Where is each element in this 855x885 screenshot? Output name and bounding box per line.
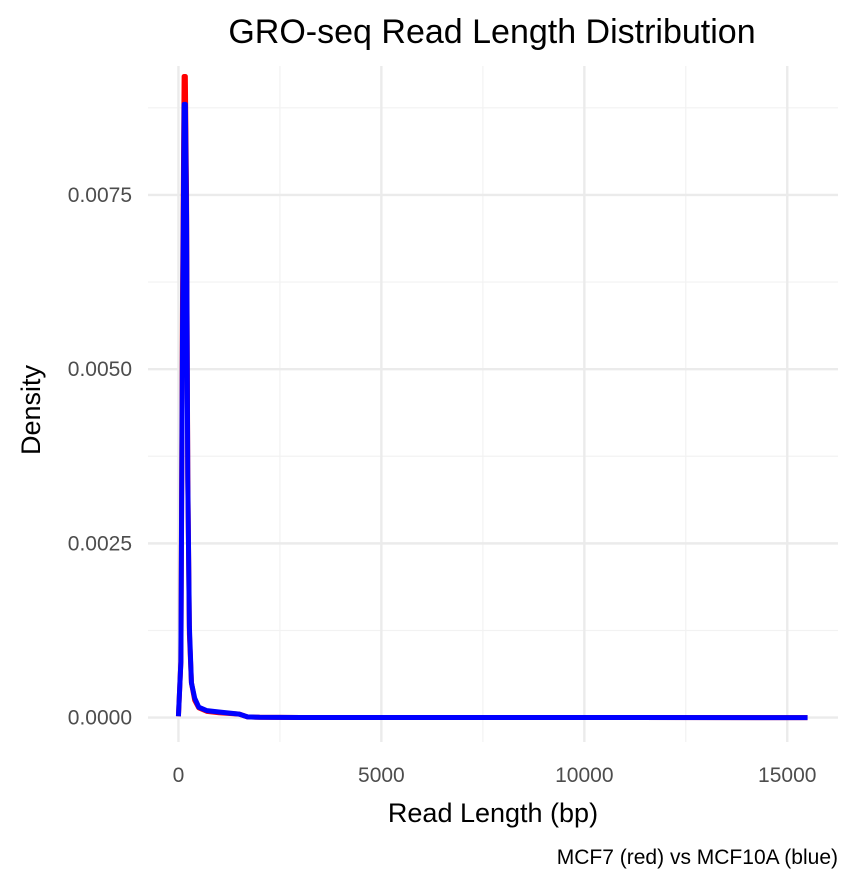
chart-title: GRO-seq Read Length Distribution xyxy=(228,13,755,51)
x-axis-title: Read Length (bp) xyxy=(388,798,598,828)
y-axis-title: Density xyxy=(16,364,46,455)
x-tick-label: 15000 xyxy=(758,764,816,787)
x-tick-label: 10000 xyxy=(555,764,613,787)
series-lines xyxy=(175,73,808,721)
y-tick-label: 0.0000 xyxy=(68,707,132,730)
tick-labels: 0 5000 10000 15000 0.0000 0.0025 0.0050 0.0075 xyxy=(68,184,817,787)
y-tick-label: 0.0075 xyxy=(68,184,132,207)
x-tick-label: 5000 xyxy=(358,764,405,787)
y-tick-label: 0.0050 xyxy=(68,358,132,381)
grid xyxy=(148,66,838,742)
chart-caption: MCF7 (red) vs MCF10A (blue) xyxy=(557,846,838,869)
series-line-red xyxy=(175,73,808,721)
series-line-blue xyxy=(175,101,808,721)
x-tick-label: 0 xyxy=(173,764,185,787)
y-tick-label: 0.0025 xyxy=(68,532,132,555)
